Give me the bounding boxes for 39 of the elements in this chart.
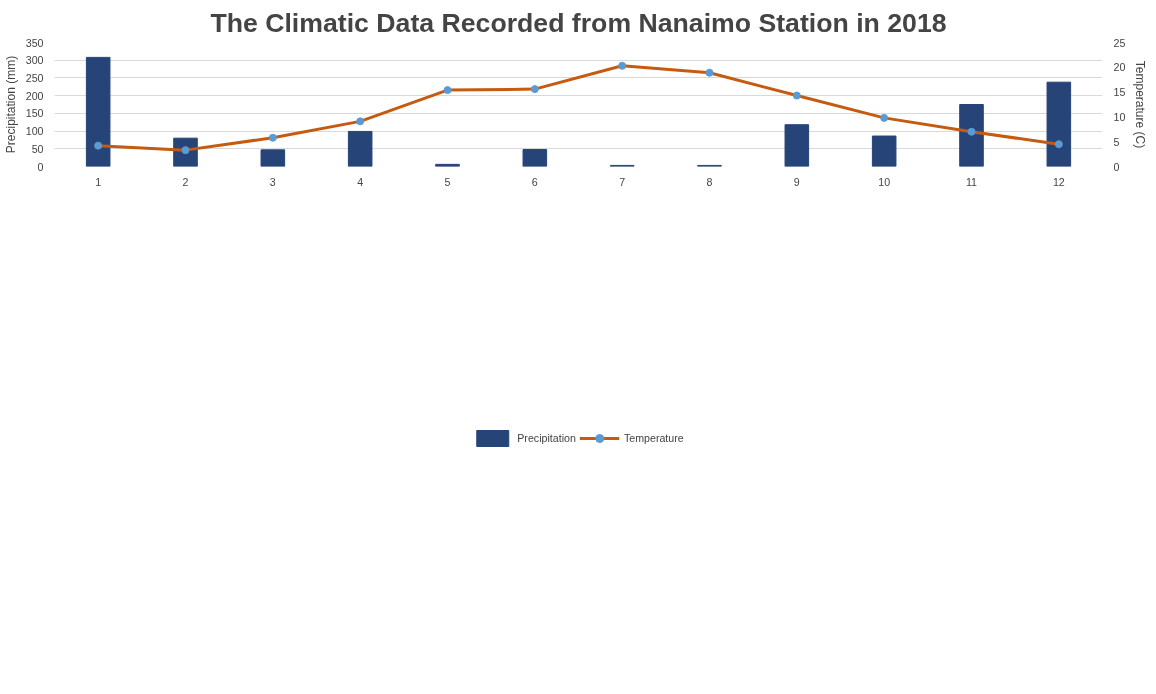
y2-tick-label: 10: [1113, 110, 1126, 123]
legend-label: Temperature: [623, 432, 684, 444]
bar: [1046, 81, 1072, 167]
y-tick-label: 300: [25, 54, 44, 67]
bar: [347, 130, 373, 167]
x-tick-label: 3: [269, 175, 276, 188]
y-tick-label: 150: [25, 107, 44, 120]
y-tick-label: 100: [25, 125, 44, 138]
x-tick-label: 6: [531, 175, 538, 188]
x-tick-label: 11: [965, 175, 978, 188]
legend-label: Precipitation: [517, 432, 576, 444]
y-tick-label: 0: [37, 160, 44, 173]
y2-axis-title: Temperature (C): [1133, 60, 1148, 149]
y2-tick-label: 25: [1113, 36, 1126, 49]
x-tick-label: 2: [182, 175, 189, 188]
bar: [871, 135, 897, 167]
y-tick-label: 50: [31, 142, 44, 155]
bar: [784, 124, 810, 167]
y2-tick-label: 15: [1113, 86, 1126, 99]
x-tick-label: 9: [793, 175, 800, 188]
y2-tick-label: 5: [1113, 135, 1120, 148]
y2-tick-label: 0: [1113, 160, 1120, 173]
x-tick-label: 4: [357, 175, 364, 188]
y-tick-label: 350: [25, 36, 44, 49]
x-tick-label: 7: [619, 175, 626, 188]
bar: [522, 148, 548, 167]
bar: [85, 56, 111, 167]
x-tick-label: 1: [95, 175, 102, 188]
y-axis-title: Precipitation (mm): [3, 55, 18, 154]
y-tick-label: 250: [25, 71, 44, 84]
y-tick-label: 200: [25, 89, 44, 102]
y2-tick-label: 20: [1113, 61, 1126, 74]
x-tick-label: 10: [878, 175, 891, 188]
chart-title: The Climatic Data Recorded from Nanaimo Station in 2018: [210, 7, 947, 38]
bar: [260, 149, 286, 167]
x-tick-label: 8: [706, 175, 713, 188]
x-tick-label: 12: [1052, 175, 1065, 188]
x-tick-label: 5: [444, 175, 451, 188]
bar: [959, 104, 984, 167]
